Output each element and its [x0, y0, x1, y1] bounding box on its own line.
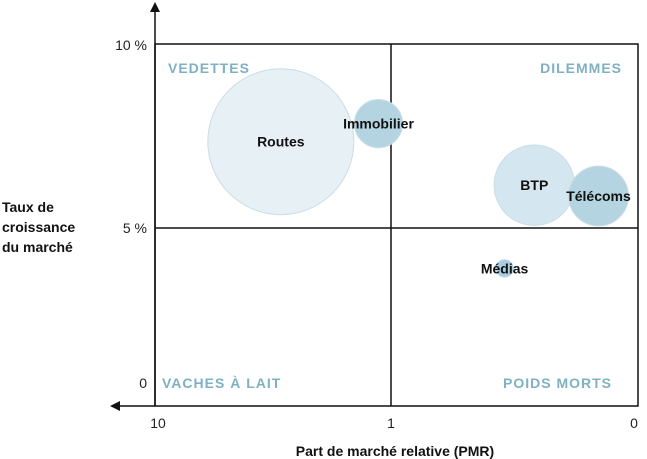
x-tick-label: 10 [150, 415, 166, 431]
bubble-label: Routes [257, 134, 305, 150]
quadrant-label-vaches-a-lait: VACHES À LAIT [162, 375, 281, 391]
bubble-medias [495, 259, 514, 278]
bubble-group: Routes Immobilier BTP Télécoms Médias [207, 68, 631, 278]
y-axis-title-line-3: du marché [2, 239, 73, 255]
y-tick-label: 5 % [123, 220, 147, 236]
bubble-label: Médias [481, 260, 529, 276]
quadrant-label-poids-morts: POIDS MORTS [503, 375, 612, 391]
quadrant-label-vedettes: VEDETTES [168, 60, 250, 76]
x-axis-arrow-icon [110, 401, 120, 411]
x-tick-label: 0 [630, 415, 638, 431]
bubble-immobilier [353, 99, 404, 149]
bubble-label: Immobilier [343, 116, 414, 132]
y-tick-label: 10 % [115, 37, 147, 53]
bubble-label: Télécoms [566, 188, 631, 204]
bubble-label: BTP [520, 177, 548, 193]
bubble-telecoms [568, 165, 629, 227]
y-axis-arrow-icon [150, 2, 160, 12]
y-tick-label: 0 [139, 375, 147, 391]
y-axis-title-line-2: croissance [2, 219, 75, 235]
x-tick-label: 1 [387, 415, 395, 431]
y-axis-title-line-1: Taux de [2, 199, 54, 215]
bubble-routes [207, 68, 355, 216]
quadrant-label-dilemmes: DILEMMES [540, 60, 622, 76]
x-axis-title: Part de marché relative (PMR) [296, 443, 494, 459]
